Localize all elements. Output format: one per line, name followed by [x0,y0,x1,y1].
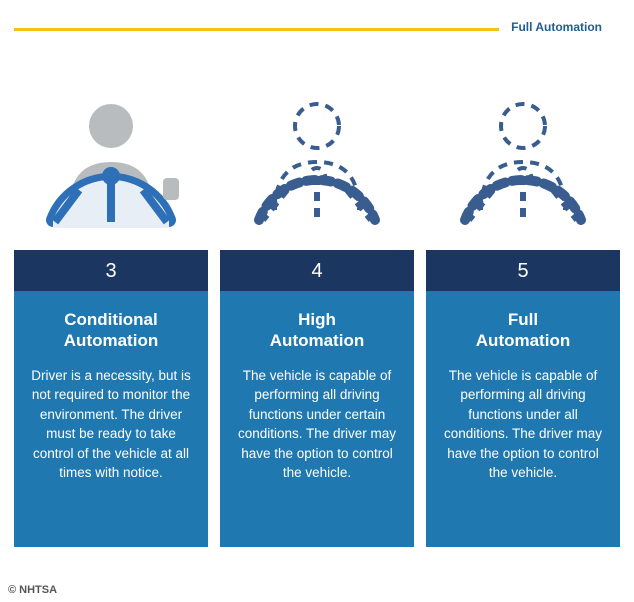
level-description: The vehicle is capable of performing all… [234,366,400,483]
level-number: 5 [426,250,620,291]
level-card: 5 Full Automation The vehicle is capable o… [426,250,620,547]
level-title: High Automation [234,309,400,352]
level-description: Driver is a necessity, but is not requir… [28,366,194,483]
driver-icon-dashed [220,80,414,230]
cards-row: 3 Conditional Automation Driver is a neces… [14,250,620,547]
level-number: 3 [14,250,208,291]
credit-line: © NHTSA [8,584,57,596]
level-title: Full Automation [440,309,606,352]
level-card: 3 Conditional Automation Driver is a neces… [14,250,208,547]
level-body: Conditional Automation Driver is a necess… [14,291,208,547]
level-card: 4 High Automation The vehicle is capable o… [220,250,414,547]
level-body: High Automation The vehicle is capable of… [220,291,414,547]
driver-icon-solid [14,80,208,230]
level-description: The vehicle is capable of performing all… [440,366,606,483]
level-title: Conditional Automation [28,309,194,352]
level-number: 4 [220,250,414,291]
section-label: Full Automation [505,20,608,34]
level-body: Full Automation The vehicle is capable of… [426,291,620,547]
header-rule-line [14,28,499,31]
driver-icon-dashed [426,80,620,230]
icons-row [14,80,620,230]
